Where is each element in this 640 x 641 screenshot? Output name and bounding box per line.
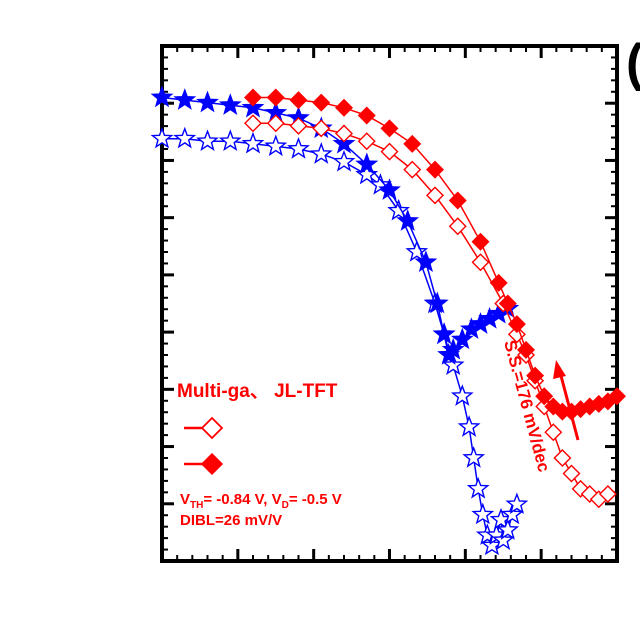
legend: Multi-ga、 JL-TFT VTH= -0.84 V, VD= -0.5 … <box>177 381 342 529</box>
data-point-star <box>450 327 474 350</box>
data-point-star <box>218 129 242 152</box>
data-point-star <box>332 131 356 154</box>
data-point-diamond <box>403 160 422 179</box>
data-point-diamond <box>426 186 444 205</box>
data-point-diamond <box>489 273 508 292</box>
data-point-diamond <box>380 142 399 161</box>
data-point-star <box>425 291 449 314</box>
data-point-star <box>150 85 174 108</box>
data-point-diamond <box>526 366 545 385</box>
data-point-star <box>441 353 465 376</box>
series-0-star-open <box>150 126 529 556</box>
data-point-star <box>387 198 410 221</box>
data-point-star <box>218 93 242 115</box>
data-point-diamond <box>289 91 308 110</box>
data-point-diamond <box>608 387 626 406</box>
ss-arrow-head <box>553 360 566 379</box>
data-point-star <box>466 476 490 499</box>
data-point-diamond <box>266 88 285 107</box>
data-point-diamond <box>544 423 563 442</box>
data-point-star <box>264 134 288 157</box>
data-point-star <box>505 492 529 514</box>
data-point-diamond <box>498 294 517 313</box>
panel-label-group: ( <box>626 34 640 92</box>
data-point-diamond <box>403 134 422 153</box>
data-point-star <box>378 178 401 200</box>
note-sub-th: TH <box>190 500 203 511</box>
data-point-diamond <box>335 124 353 143</box>
panel-label: ( <box>626 34 640 92</box>
legend-entry-filled-diamond <box>184 452 224 476</box>
data-point-diamond <box>289 116 308 135</box>
note-mid: = -0.84 V, V <box>203 491 281 508</box>
data-point-diamond <box>312 119 331 138</box>
data-point-star <box>471 502 495 525</box>
legend-note-dibl: DIBL=26 mV/V <box>180 512 282 529</box>
legend-note-vth-vd: VTH= -0.84 V, VD= -0.5 V <box>180 491 342 511</box>
data-point-diamond <box>507 315 526 334</box>
data-point-star <box>173 88 197 110</box>
ss-arrow-line <box>558 371 580 441</box>
series-3-diamond-filled <box>244 88 626 421</box>
data-point-star <box>405 240 429 262</box>
data-point-star <box>432 322 456 345</box>
data-point-star <box>462 445 486 468</box>
data-point-diamond <box>535 387 554 406</box>
note-end: = -0.5 V <box>289 491 342 508</box>
data-point-diamond <box>471 232 490 251</box>
legend-marker-open-diamond <box>200 416 224 440</box>
data-point-diamond <box>426 160 444 179</box>
series-line <box>253 96 618 413</box>
legend-title: Multi-ga、 JL-TFT <box>177 381 338 402</box>
data-point-diamond <box>357 106 376 125</box>
data-point-star <box>332 149 356 172</box>
note-sub-d: D <box>282 500 289 511</box>
axis-ticks <box>160 44 619 563</box>
data-point-star <box>491 528 515 551</box>
data-point-star <box>414 250 438 273</box>
data-point-diamond <box>562 464 581 483</box>
data-point-diamond <box>244 88 262 107</box>
data-point-star <box>500 502 524 525</box>
series-layer <box>150 85 626 556</box>
note-v-1: V <box>180 491 190 508</box>
data-point-star <box>396 209 420 231</box>
data-point-star <box>309 142 333 164</box>
data-point-diamond <box>517 340 535 359</box>
data-point-diamond <box>471 253 490 272</box>
data-point-star <box>355 152 379 175</box>
data-point-star <box>241 95 265 118</box>
data-point-diamond <box>380 119 399 138</box>
data-point-star <box>496 518 520 540</box>
data-point-star <box>441 337 465 360</box>
data-point-star <box>457 415 481 437</box>
data-point-star <box>150 126 174 149</box>
data-point-star <box>173 126 197 149</box>
data-point-diamond <box>448 191 467 210</box>
data-point-diamond <box>335 98 353 117</box>
legend-marker-filled-diamond <box>200 452 224 476</box>
legend-entry-open-diamond <box>184 416 224 440</box>
data-point-diamond <box>448 217 467 236</box>
data-point-star <box>196 90 219 113</box>
data-point-diamond <box>244 114 262 133</box>
data-point-diamond <box>266 114 285 133</box>
data-point-star <box>450 384 474 406</box>
data-point-star <box>287 137 310 159</box>
data-point-star <box>196 129 219 152</box>
data-point-star <box>241 131 265 154</box>
data-point-diamond <box>553 449 572 467</box>
data-point-diamond <box>357 132 376 151</box>
data-point-diamond <box>507 325 526 344</box>
data-point-star <box>368 173 392 195</box>
data-point-diamond <box>312 93 331 112</box>
data-point-diamond <box>598 485 617 504</box>
